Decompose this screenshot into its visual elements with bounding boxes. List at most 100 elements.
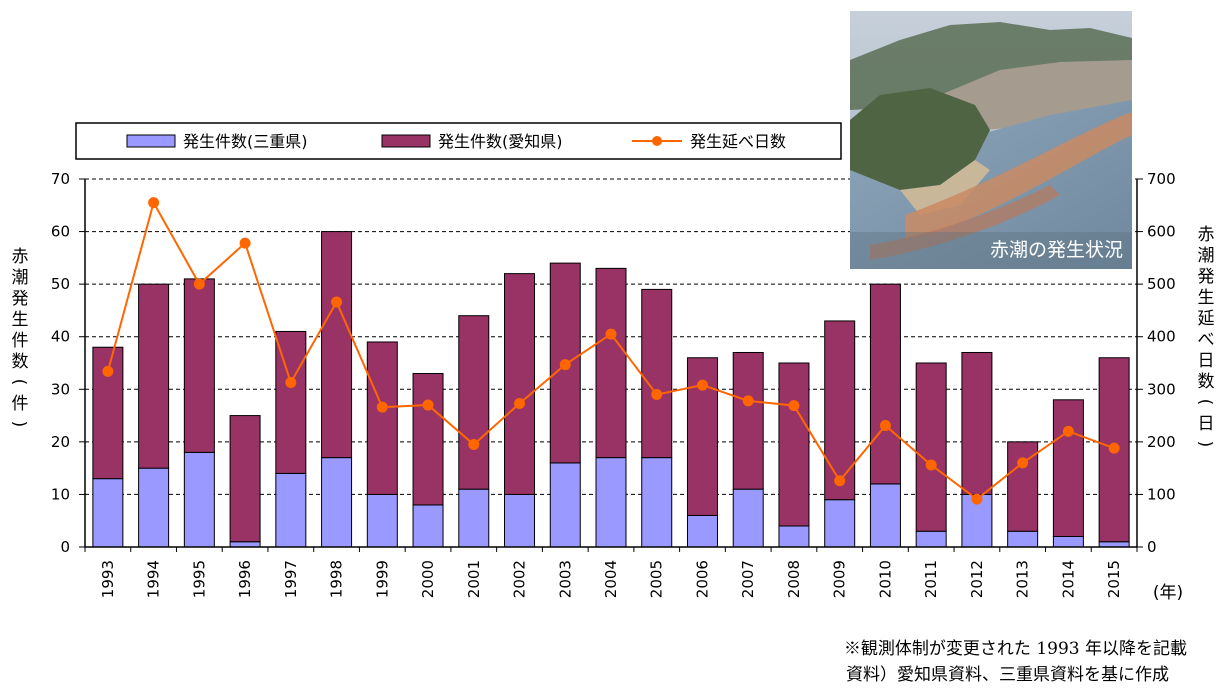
x-tick-label: 1999 (373, 560, 391, 598)
days-point (651, 389, 663, 401)
days-line (102, 197, 1120, 505)
photo-bloom (905, 112, 1132, 240)
bar-mie (778, 525, 810, 548)
x-tick-label: 2000 (419, 560, 437, 598)
days-point (696, 379, 708, 391)
x-tick-label: 2007 (739, 560, 757, 598)
note-observation: ※観測体制が変更された 1993 年以降を記載 (843, 639, 1187, 659)
days-point (788, 400, 800, 412)
axis-title-char: 数 (12, 352, 29, 372)
days-point (559, 359, 571, 371)
x-tick-label: 2008 (785, 560, 803, 598)
photo-caption-bg (850, 232, 1132, 269)
bar-aichi (824, 320, 856, 501)
x-tick-label: 2010 (876, 560, 894, 598)
legend-swatch-aichi (381, 134, 431, 148)
bar-aichi (504, 273, 536, 495)
left-tick-label: 0 (60, 538, 70, 556)
x-tick-label: 2013 (1014, 560, 1032, 598)
days-point (834, 475, 846, 487)
bar-mie (641, 457, 673, 548)
left-tick-label: 60 (51, 223, 70, 241)
x-tick-label: 1993 (99, 560, 117, 598)
days-point (1108, 442, 1120, 454)
photo-bloom-2 (870, 185, 1060, 260)
left-tick-label: 10 (51, 485, 70, 503)
right-tick-label: 600 (1147, 223, 1176, 241)
bar-aichi (229, 415, 261, 543)
right-tick-label: 200 (1147, 433, 1176, 451)
left-tick-label: 20 (51, 433, 70, 451)
left-axis-ticks: 0 10 20 30 40 50 60 70 (51, 170, 85, 556)
days-point (1017, 457, 1029, 469)
days-point (285, 376, 297, 388)
bar-mie (412, 504, 444, 548)
x-tick-label: 1994 (145, 560, 163, 598)
bar-mie (504, 493, 536, 548)
days-point (468, 438, 480, 450)
right-tick-label: 100 (1147, 485, 1176, 503)
bar-mie (915, 530, 947, 548)
days-point (605, 328, 617, 340)
axis-title-char: 潮 (1198, 246, 1215, 266)
days-point (193, 278, 205, 290)
bar-mie (458, 488, 490, 548)
note-source: 資料）愛知県資料、三重県資料を基に作成 (846, 665, 1169, 685)
bar-aichi (778, 362, 810, 527)
bar-mie (92, 478, 124, 548)
x-tick-label: 2009 (831, 560, 849, 598)
bar-aichi (915, 362, 947, 532)
x-tick-label: 1997 (282, 560, 300, 598)
bar-aichi (595, 267, 627, 459)
right-tick-label: 400 (1147, 328, 1176, 346)
red-tide-photo: 赤潮の発生状況 (850, 11, 1132, 269)
axis-title-char: 潮 (12, 268, 29, 288)
legend-label-days: 発生延べ日数 (690, 132, 786, 151)
days-point (376, 401, 388, 413)
bar-mie (138, 467, 170, 548)
x-tick-label: 2005 (648, 560, 666, 598)
days-point (925, 459, 937, 471)
right-axis-ticks: 0 100 200 300 400 500 600 700 (1137, 170, 1176, 556)
right-tick-label: 300 (1147, 380, 1176, 398)
days-point (1062, 425, 1074, 437)
days-point (239, 237, 251, 249)
axis-title-char: 日 (1198, 351, 1215, 371)
axis-title-char: 生 (1198, 288, 1215, 308)
bar-mie (824, 499, 856, 548)
legend-swatch-marker (652, 136, 662, 146)
bar-aichi (732, 351, 764, 490)
left-tick-label: 30 (51, 380, 70, 398)
axis-title-char: ) (9, 421, 29, 428)
bar-mie (275, 472, 307, 548)
x-tick-label: 2015 (1105, 560, 1123, 598)
days-point (742, 395, 754, 407)
days-point (422, 399, 434, 411)
axis-title-char: 生 (12, 310, 29, 330)
x-tick-label: 2003 (556, 560, 574, 598)
bar-mie (183, 451, 215, 548)
days-point (971, 493, 983, 505)
right-tick-label: 0 (1147, 538, 1157, 556)
x-tick-label: 2012 (968, 560, 986, 598)
bar-aichi (641, 288, 673, 459)
axis-title-char: ) (1195, 441, 1215, 448)
days-point (879, 420, 891, 432)
bar-aichi (412, 373, 444, 506)
legend-label-aichi: 発生件数(愛知県) (438, 132, 563, 151)
x-tick-label: 2004 (602, 560, 620, 598)
x-tick-label: 1998 (328, 560, 346, 598)
axis-title-char: べ (1198, 330, 1215, 350)
legend-label-mie: 発生件数(三重県) (183, 132, 308, 151)
x-tick-label: 2006 (693, 560, 711, 598)
x-tick-label: 2002 (511, 560, 529, 598)
bar-mie (366, 493, 398, 548)
x-tick-label: 1995 (190, 560, 208, 598)
axis-title-char: 発 (12, 289, 29, 309)
photo-beach (900, 160, 990, 215)
bar-aichi (138, 283, 170, 469)
x-tick-label: 1996 (236, 560, 254, 598)
axis-title-char: 延 (1198, 309, 1215, 329)
